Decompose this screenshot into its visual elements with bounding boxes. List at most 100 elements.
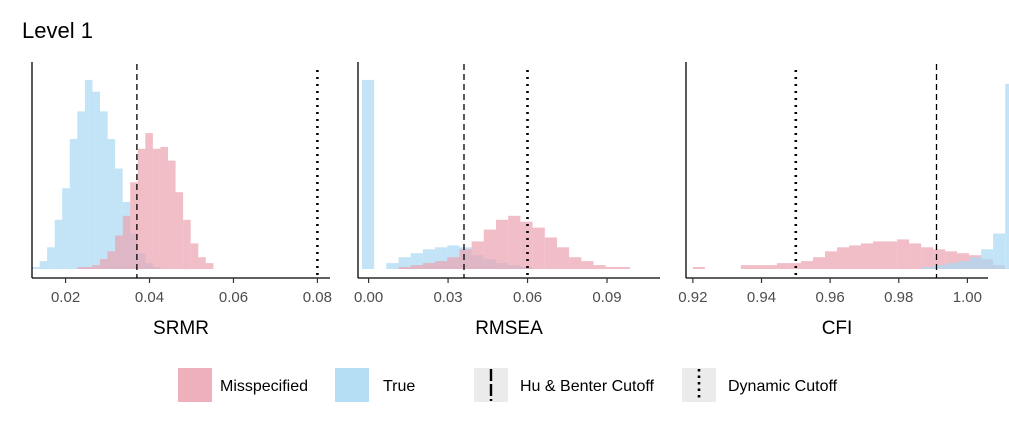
histogram-bar (605, 267, 618, 269)
series-misspecified (398, 215, 631, 270)
histogram-bar (92, 91, 100, 269)
histogram-bar (183, 219, 191, 270)
histogram-bar (921, 267, 934, 269)
histogram-bar (617, 267, 631, 269)
histogram-bar (122, 215, 131, 269)
x-tick-label: 0.08 (303, 289, 332, 306)
x-tick-label: 0.98 (884, 289, 913, 306)
legend: Misspecified True Hu & Benter Cutoff Dynami… (178, 368, 838, 402)
x-axis-label: RMSEA (475, 318, 543, 339)
legend-label: Hu & Benter Cutoff (520, 378, 655, 395)
histogram-bar (190, 243, 199, 269)
histogram-bar (386, 263, 399, 269)
x-tick-label: 0.03 (433, 289, 462, 306)
histogram-bar (969, 257, 982, 269)
x-tick-label: 0.92 (678, 289, 707, 306)
histogram-bar (981, 249, 994, 269)
histogram-bar (459, 249, 472, 269)
histogram-bar (84, 79, 93, 270)
histogram-bar (740, 265, 753, 269)
histogram-bar (84, 267, 93, 269)
histogram-bar (813, 257, 825, 269)
series-misspecified (77, 133, 214, 270)
histogram-bar (160, 146, 168, 269)
x-axis-label: SRMR (153, 318, 209, 339)
histogram-bar (897, 239, 910, 269)
histogram-bar (100, 111, 108, 270)
histogram-bar (175, 192, 184, 269)
histogram-bar (54, 219, 63, 270)
histogram-bar (422, 263, 436, 269)
histogram-bar (410, 253, 423, 269)
panel-rmsea: 0.00 0.03 0.06 0.09 RMSEA (354, 62, 660, 339)
histogram-bar (569, 257, 582, 269)
histogram-bar (398, 267, 411, 269)
legend-swatch (178, 368, 212, 402)
histogram-bar (435, 261, 448, 269)
histogram-bar (861, 243, 873, 269)
histogram-bar (107, 139, 116, 269)
histogram-bar (921, 247, 934, 269)
x-tick-label: 0.09 (592, 289, 621, 306)
legend-item-dotted-cutoff: Dynamic Cutoff (682, 368, 838, 402)
histogram-bar (362, 79, 375, 270)
histogram-bar (92, 265, 100, 269)
x-tick-label: 1.00 (953, 289, 982, 306)
histogram-bar (752, 265, 765, 269)
histogram-bar (776, 263, 789, 269)
panel-cfi: 0.92 0.94 0.96 0.98 1.00 CFI (678, 62, 1009, 339)
x-tick-label: 0.94 (747, 289, 776, 306)
histogram-bar (145, 133, 153, 269)
x-tick-label: 0.06 (513, 289, 542, 306)
x-axis-label: CFI (822, 318, 853, 339)
histogram-bar (496, 219, 509, 270)
histogram-bar (205, 263, 214, 269)
histogram-bar (168, 160, 176, 269)
histogram-bar (825, 251, 837, 269)
legend-label: Dynamic Cutoff (728, 378, 838, 395)
histogram-bar (115, 168, 123, 269)
histogram-bar (801, 261, 813, 269)
histogram-bar (137, 148, 146, 269)
histogram-bar (130, 182, 138, 269)
panel-srmr: 0.02 0.04 0.06 0.08 SRMR (31, 62, 332, 339)
histogram-bar (115, 235, 123, 269)
legend-swatch (335, 368, 369, 402)
histogram-bar (885, 241, 897, 269)
histogram-bar (933, 265, 946, 269)
x-tick-label: 0.00 (354, 289, 383, 306)
histogram-bar (1005, 83, 1009, 269)
legend-item-misspecified: Misspecified (178, 368, 308, 402)
legend-item-true: True (335, 368, 415, 402)
histogram-bar (873, 241, 885, 269)
histogram-bar (77, 267, 85, 269)
histogram-bar (909, 243, 922, 269)
histogram-bar (62, 188, 70, 269)
legend-label: Misspecified (220, 378, 308, 395)
histogram-bar (483, 229, 496, 269)
histogram-bar (581, 261, 594, 269)
legend-label: True (383, 378, 415, 395)
x-tick-label: 0.96 (816, 289, 845, 306)
histogram-bar (837, 247, 849, 269)
histogram-bar (410, 265, 423, 269)
histogram-bar (593, 265, 606, 269)
histogram-bar (471, 241, 484, 269)
histogram-bar (100, 259, 108, 269)
histogram-bar (508, 215, 521, 269)
histogram-bar (532, 227, 545, 269)
histogram-bar (398, 257, 411, 269)
histogram-bar (544, 237, 557, 269)
histogram-bar (993, 233, 1006, 269)
histogram-bar (107, 251, 116, 269)
histogram-bar (69, 139, 78, 269)
histogram-bar (198, 257, 206, 269)
page-title: Level 1 (22, 18, 93, 43)
series-true (921, 83, 1009, 269)
histogram-bar (849, 245, 861, 269)
x-tick-label: 0.02 (51, 289, 80, 306)
histogram-bar (945, 263, 958, 269)
legend-item-dashed-cutoff: Hu & Benter Cutoff (474, 368, 655, 402)
histogram-bar (957, 261, 970, 269)
